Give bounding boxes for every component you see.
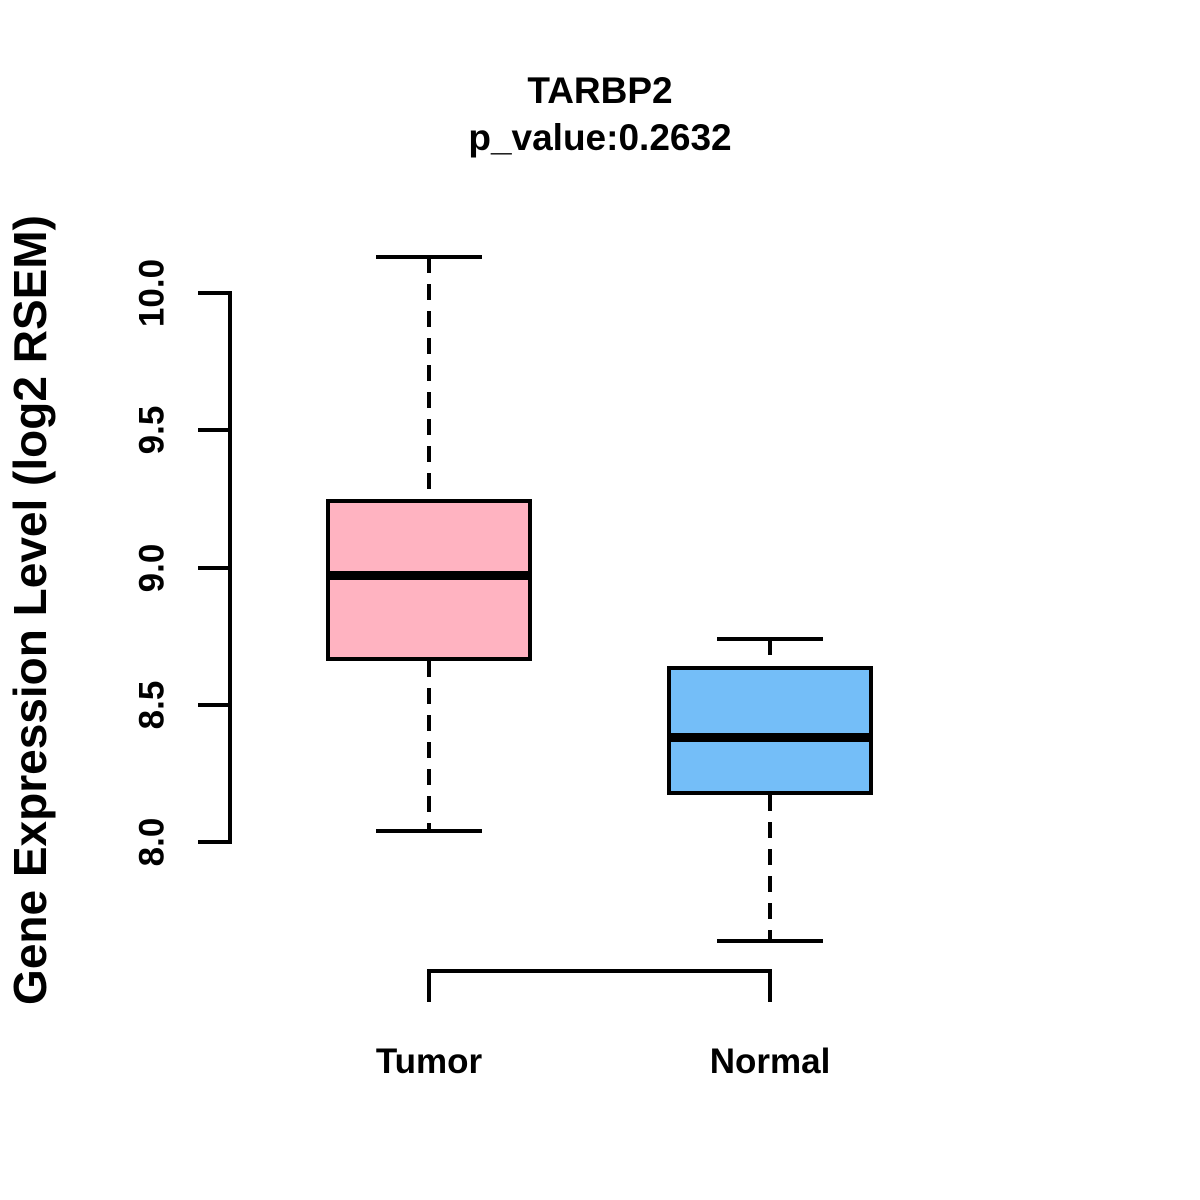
normal-box bbox=[667, 666, 873, 796]
chart-title: TARBP2 bbox=[527, 70, 673, 111]
normal-lower-whisker bbox=[768, 795, 772, 941]
y-axis-tick-9.5 bbox=[198, 428, 230, 433]
y-axis-tick-8.5 bbox=[198, 702, 230, 707]
normal-lower-whisker-cap bbox=[717, 938, 823, 943]
y-axis-tick-8.0 bbox=[198, 840, 230, 844]
tumor-lower-whisker-cap bbox=[376, 829, 482, 834]
normal-upper-whisker-cap bbox=[717, 636, 823, 641]
normal-median-line bbox=[667, 733, 873, 743]
x-axis-tick-normal bbox=[768, 969, 772, 1002]
y-axis-line bbox=[228, 291, 232, 844]
y-tick-label-8.0: 8.0 bbox=[132, 817, 172, 867]
y-axis-label: Gene Expression Level (log2 RSEM) bbox=[4, 215, 56, 1005]
y-tick-label-10.0: 10.0 bbox=[132, 258, 172, 328]
x-axis-label-tumor: Tumor bbox=[375, 1042, 483, 1081]
tumor-lower-whisker bbox=[427, 660, 431, 832]
x-axis-tick-tumor bbox=[427, 969, 431, 1002]
tumor-upper-whisker-cap bbox=[376, 255, 482, 260]
y-tick-label-9.5: 9.5 bbox=[132, 405, 172, 455]
chart-subtitle: p_value:0.2632 bbox=[468, 117, 732, 158]
y-axis-tick-9.0 bbox=[198, 565, 230, 570]
x-axis-line bbox=[427, 969, 772, 973]
tumor-upper-whisker bbox=[427, 257, 431, 499]
y-tick-label-9.0: 9.0 bbox=[132, 543, 172, 592]
tumor-median-line bbox=[326, 571, 532, 581]
y-tick-label-8.5: 8.5 bbox=[132, 680, 172, 730]
y-axis-tick-10.0 bbox=[198, 291, 230, 295]
normal-upper-whisker bbox=[768, 638, 772, 667]
x-axis-label-normal: Normal bbox=[709, 1042, 831, 1081]
